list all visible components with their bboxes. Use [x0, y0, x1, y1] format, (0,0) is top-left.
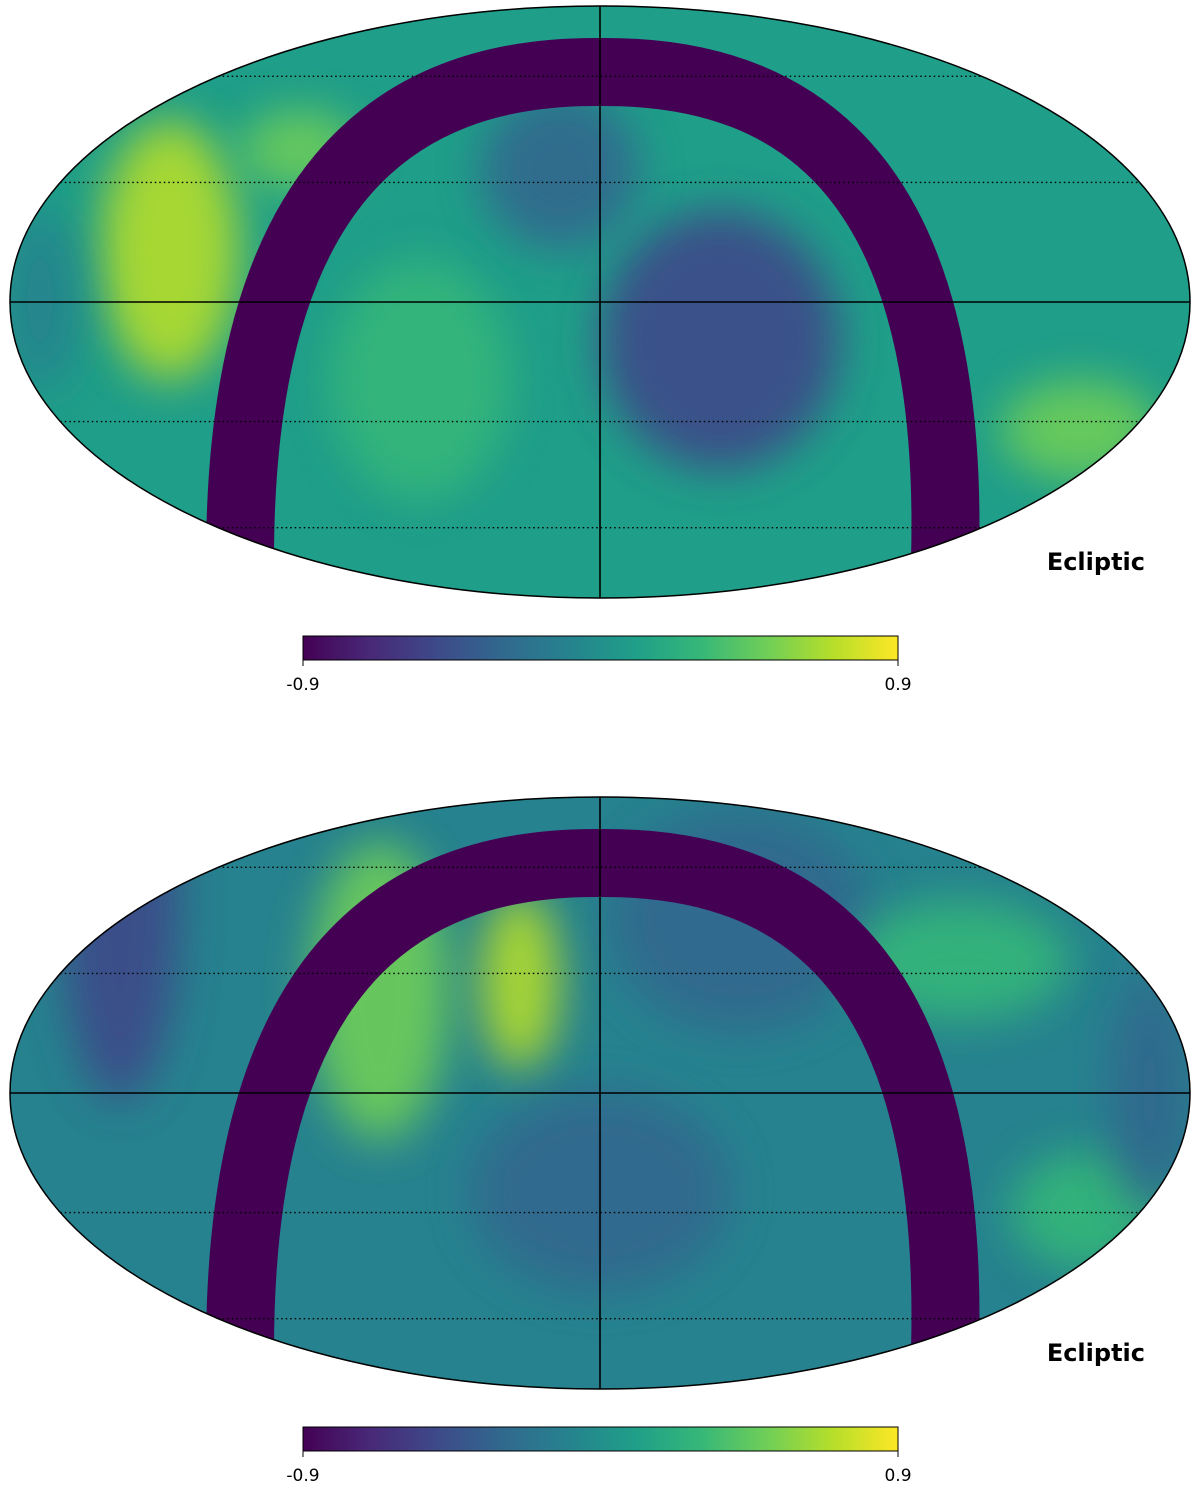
- map-feature: [100, 120, 240, 380]
- colorbar-tick-label: -0.9: [286, 675, 319, 695]
- colorbar: [302, 635, 899, 661]
- colorbar-tick-label: 0.9: [884, 675, 911, 695]
- sky-map: [10, 797, 1190, 1389]
- coord-label: Ecliptic: [1047, 1339, 1145, 1367]
- map-outline: [9, 796, 1191, 1390]
- map-outline: [9, 5, 1191, 599]
- map-feature: [1000, 380, 1160, 480]
- map-panel: Ecliptic -0.9 0.9: [9, 5, 1191, 695]
- map-feature: [60, 797, 180, 1101]
- colorbar-tick-label: 0.9: [884, 1466, 911, 1486]
- map-feature: [10, 210, 80, 390]
- map-feature: [480, 891, 560, 1071]
- sky-map: [10, 6, 1190, 598]
- map-feature: [1110, 971, 1190, 1211]
- colorbar-tick-label: -0.9: [286, 1466, 319, 1486]
- colorbar: [302, 1426, 899, 1452]
- map-feature: [600, 210, 840, 470]
- map-panel: Ecliptic -0.9 0.9: [9, 796, 1191, 1486]
- map-feature: [330, 260, 510, 500]
- coord-label: Ecliptic: [1047, 548, 1145, 576]
